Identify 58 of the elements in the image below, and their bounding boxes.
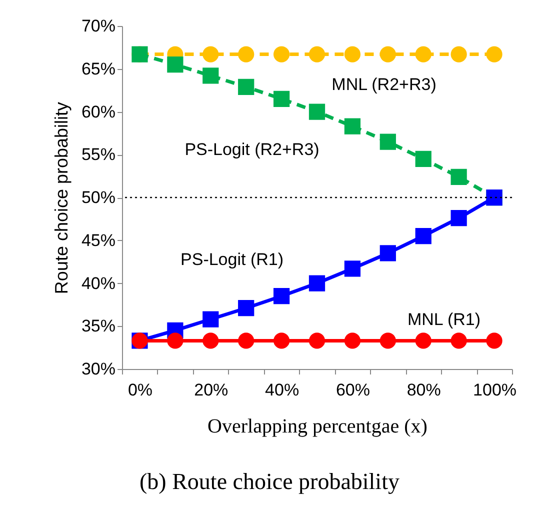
series-label: MNL (R2+R3) [332, 75, 436, 94]
point [486, 332, 502, 349]
point [167, 332, 184, 349]
point [202, 68, 219, 84]
y-tick-label: 60% [81, 102, 116, 122]
y-tick-label: 55% [81, 145, 116, 164]
point [344, 260, 361, 277]
point [273, 332, 290, 349]
point [273, 46, 290, 62]
point [380, 46, 396, 62]
series-label: PS-Logit (R2+R3) [184, 140, 320, 159]
x-tick-label: 80% [406, 380, 441, 400]
y-tick-label: 65% [81, 59, 116, 78]
y-axis-title: Route choice probability [51, 102, 72, 294]
x-axis-title: Overlapping percentgae (x) [208, 416, 428, 438]
point [238, 78, 254, 95]
point [450, 168, 467, 185]
x-tick-label: 0% [128, 380, 153, 400]
x-tick-label: 20% [194, 380, 228, 400]
series-label: MNL (R1) [407, 310, 481, 329]
point [450, 46, 467, 62]
point [202, 332, 219, 349]
point [486, 46, 502, 62]
y-tick-label: 45% [81, 230, 116, 250]
point [415, 332, 432, 349]
y-tick-label: 35% [81, 316, 116, 336]
point [344, 332, 361, 349]
y-tick-label: 30% [81, 360, 116, 378]
x-tick-label: 60% [336, 380, 370, 400]
point [380, 134, 396, 150]
point [450, 210, 467, 226]
x-tick-label: 100% [473, 380, 517, 400]
point [380, 245, 396, 262]
text: (b) Route choice probability [138, 469, 400, 495]
point [308, 332, 326, 349]
point [167, 56, 184, 73]
series-label: PS-Logit (R1) [180, 250, 284, 269]
point [273, 288, 290, 304]
point [202, 46, 219, 62]
point [273, 90, 290, 107]
point [238, 46, 254, 62]
y-tick-label: 70% [81, 16, 116, 36]
point [344, 118, 361, 134]
x-tick-label: 40% [265, 380, 300, 400]
point [238, 332, 254, 349]
point [344, 46, 361, 62]
point [308, 104, 326, 120]
point [415, 46, 432, 62]
point [308, 275, 326, 292]
point [308, 46, 326, 62]
point [415, 228, 432, 244]
point [450, 332, 467, 349]
y-tick-label: 50% [81, 188, 116, 207]
y-tick-label: 40% [81, 274, 116, 293]
point [238, 300, 254, 316]
point [415, 150, 432, 167]
point [380, 332, 396, 349]
point [202, 311, 219, 328]
